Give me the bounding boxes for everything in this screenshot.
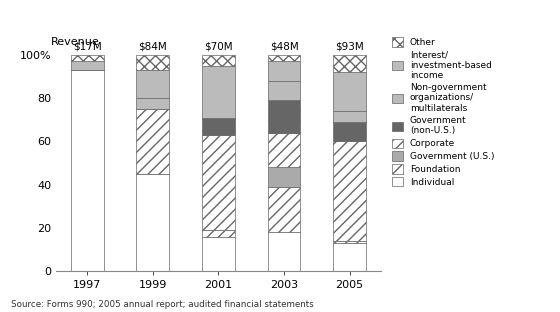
Bar (137, 98, 169, 109)
Bar (202, 118, 235, 135)
Bar (137, 174, 169, 271)
Bar (333, 243, 366, 271)
Text: $84M: $84M (138, 41, 167, 51)
Bar (268, 55, 300, 61)
Bar (202, 230, 235, 237)
Legend: Other, Interest/
investment-based
income, Non-government
organizations/
multilat: Other, Interest/ investment-based income… (392, 37, 494, 187)
Bar (268, 232, 300, 271)
Text: $48M: $48M (270, 41, 298, 51)
Bar (268, 81, 300, 100)
Bar (268, 187, 300, 232)
Text: Revenue: Revenue (51, 37, 100, 47)
Bar (333, 72, 366, 111)
Bar (71, 55, 104, 61)
Bar (333, 141, 366, 241)
Bar (71, 61, 104, 70)
Bar (268, 168, 300, 187)
Bar (333, 241, 366, 243)
Bar (202, 237, 235, 271)
Bar (333, 111, 366, 122)
Bar (202, 135, 235, 230)
Text: Source: Forms 990; 2005 annual report; audited financial statements: Source: Forms 990; 2005 annual report; a… (11, 300, 314, 309)
Bar (202, 55, 235, 66)
Bar (333, 55, 366, 72)
Text: $93M: $93M (335, 41, 364, 51)
Bar (137, 109, 169, 174)
Bar (202, 66, 235, 118)
Text: $70M: $70M (204, 41, 233, 51)
Bar (268, 100, 300, 133)
Bar (137, 55, 169, 70)
Text: $17M: $17M (73, 41, 101, 51)
Bar (268, 61, 300, 81)
Bar (333, 122, 366, 141)
Bar (137, 70, 169, 98)
Bar (268, 133, 300, 168)
Bar (71, 70, 104, 271)
